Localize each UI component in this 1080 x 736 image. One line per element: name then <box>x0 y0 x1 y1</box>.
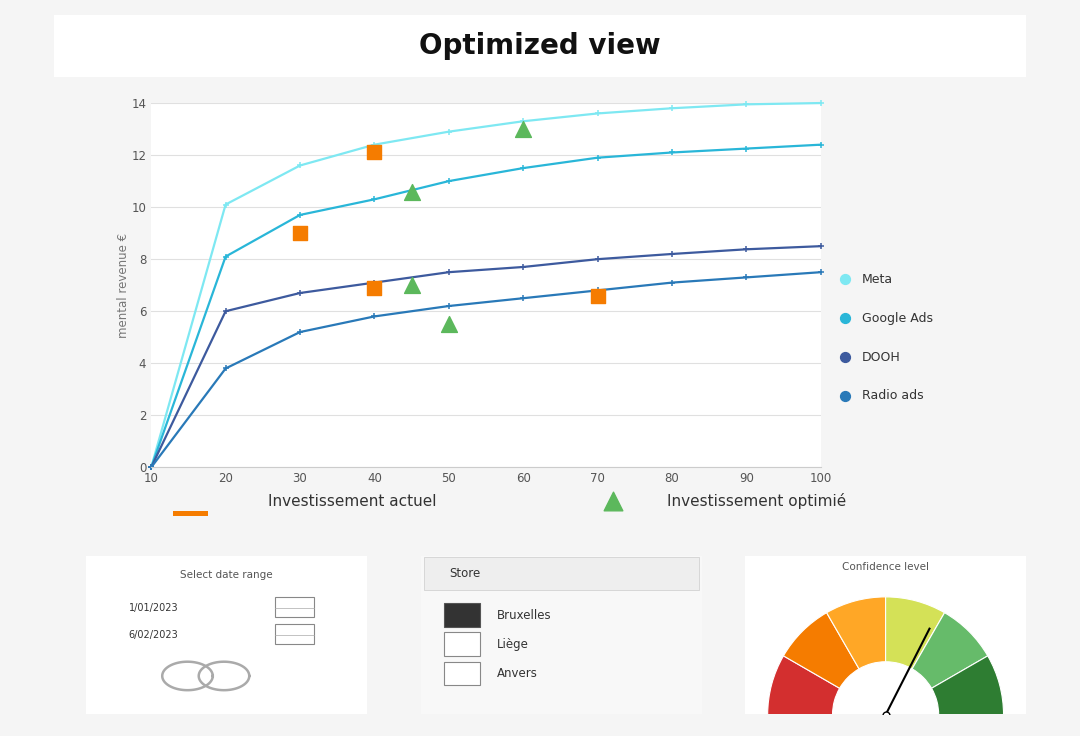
Text: 1/01/2023: 1/01/2023 <box>129 603 178 613</box>
Google Ads <box>219 252 232 261</box>
Text: Store: Store <box>449 567 481 581</box>
Wedge shape <box>783 612 859 688</box>
Google Ads <box>665 148 678 157</box>
DOOH <box>665 250 678 258</box>
Radio ads <box>443 302 456 311</box>
Line: DOOH: DOOH <box>148 243 824 470</box>
Text: Google Ads: Google Ads <box>862 312 933 325</box>
Meta <box>591 109 604 118</box>
FancyBboxPatch shape <box>416 553 707 717</box>
Line: Google Ads: Google Ads <box>148 141 824 470</box>
Wedge shape <box>913 612 988 688</box>
Line: Radio ads: Radio ads <box>148 269 824 470</box>
Wedge shape <box>826 597 886 669</box>
Text: Anvers: Anvers <box>497 667 538 680</box>
DOOH <box>591 255 604 263</box>
Point <box>589 290 606 302</box>
Text: Investissement optimié: Investissement optimié <box>667 493 847 509</box>
Point <box>877 709 894 721</box>
Point <box>292 227 309 239</box>
Meta <box>443 127 456 136</box>
Radio ads <box>740 273 753 282</box>
Bar <box>274 597 314 618</box>
Radio ads <box>516 294 529 302</box>
Google Ads <box>740 144 753 153</box>
Bar <box>274 623 314 644</box>
Text: 6/02/2023: 6/02/2023 <box>129 630 178 640</box>
Google Ads <box>516 163 529 172</box>
Bar <box>444 604 481 627</box>
Text: Optimized view: Optimized view <box>419 32 661 60</box>
Text: Select date range: Select date range <box>180 570 273 580</box>
Text: Liège: Liège <box>497 638 529 651</box>
Radio ads <box>665 278 678 287</box>
Point <box>836 312 853 324</box>
Radio ads <box>145 463 158 472</box>
Meta <box>368 141 381 149</box>
Meta <box>516 117 529 126</box>
DOOH <box>145 463 158 472</box>
Y-axis label: mental revenue €: mental revenue € <box>117 233 130 338</box>
Text: Radio ads: Radio ads <box>862 389 923 403</box>
Point <box>836 274 853 286</box>
Text: Confidence level: Confidence level <box>842 562 929 572</box>
Google Ads <box>294 210 307 219</box>
Radio ads <box>219 364 232 373</box>
Wedge shape <box>768 656 839 715</box>
Radio ads <box>294 328 307 336</box>
Point <box>366 282 383 294</box>
Text: Bruxelles: Bruxelles <box>497 609 552 621</box>
Google Ads <box>443 177 456 185</box>
DOOH <box>740 245 753 254</box>
Line: Meta: Meta <box>148 100 824 470</box>
DOOH <box>368 278 381 287</box>
Bar <box>444 662 481 685</box>
Meta <box>740 100 753 109</box>
Point <box>836 351 853 363</box>
Point <box>441 319 458 330</box>
FancyBboxPatch shape <box>5 12 1075 80</box>
Point <box>403 185 420 197</box>
Point <box>604 495 621 507</box>
Radio ads <box>591 286 604 295</box>
Meta <box>219 200 232 209</box>
Radio ads <box>814 268 827 277</box>
Text: Meta: Meta <box>862 273 893 286</box>
DOOH <box>219 307 232 316</box>
DOOH <box>516 263 529 272</box>
Meta <box>814 99 827 107</box>
DOOH <box>814 241 827 250</box>
Google Ads <box>591 153 604 162</box>
Bar <box>444 632 481 657</box>
Point <box>514 123 531 135</box>
Wedge shape <box>886 597 945 669</box>
Meta <box>145 463 158 472</box>
FancyBboxPatch shape <box>740 553 1031 717</box>
Google Ads <box>814 141 827 149</box>
DOOH <box>294 289 307 297</box>
Meta <box>294 161 307 170</box>
Text: DOOH: DOOH <box>862 350 901 364</box>
DOOH <box>443 268 456 277</box>
FancyBboxPatch shape <box>76 549 378 721</box>
Meta <box>665 104 678 113</box>
FancyBboxPatch shape <box>173 511 208 516</box>
Point <box>366 146 383 158</box>
Bar <box>424 557 699 590</box>
Text: Investissement actuel: Investissement actuel <box>268 494 436 509</box>
Point <box>403 279 420 291</box>
Wedge shape <box>932 656 1003 715</box>
Point <box>836 390 853 402</box>
Radio ads <box>368 312 381 321</box>
Google Ads <box>368 195 381 204</box>
Google Ads <box>145 463 158 472</box>
